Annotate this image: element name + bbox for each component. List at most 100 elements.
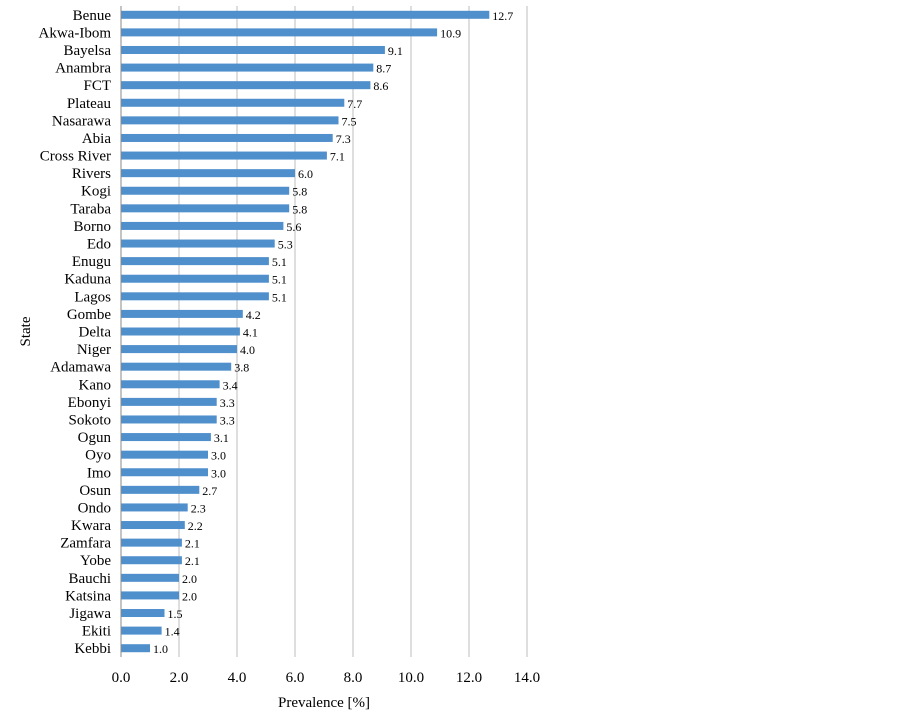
category-label: Adamawa — [50, 360, 111, 376]
y-axis-title: State — [18, 316, 34, 346]
category-label: Abia — [82, 131, 112, 147]
bar — [121, 609, 165, 618]
category-label: Kaduna — [64, 272, 111, 288]
bar — [121, 239, 275, 248]
value-label: 5.1 — [272, 273, 287, 287]
bar — [121, 503, 188, 512]
bar — [121, 221, 284, 230]
bar — [121, 169, 295, 178]
bar — [121, 345, 237, 354]
bar — [121, 186, 290, 195]
bar — [121, 292, 269, 301]
value-label: 5.1 — [272, 255, 287, 269]
value-label: 2.3 — [191, 501, 206, 515]
bar — [121, 98, 345, 107]
category-label: Yobe — [80, 553, 111, 569]
value-label: 3.3 — [220, 396, 235, 410]
value-label: 2.2 — [188, 519, 203, 533]
value-label: 7.5 — [342, 114, 357, 128]
bar — [121, 362, 232, 371]
value-label: 1.4 — [165, 625, 180, 639]
category-label: Kogi — [81, 184, 111, 200]
category-label: Anambra — [55, 61, 111, 77]
category-label: Jigawa — [69, 606, 111, 622]
bar — [121, 521, 185, 530]
gridlines — [178, 6, 528, 657]
category-label: Zamfara — [60, 536, 111, 552]
bar — [121, 468, 208, 477]
bar — [121, 450, 208, 459]
bar — [121, 116, 339, 125]
category-label: Delta — [79, 325, 112, 341]
bar — [121, 10, 490, 19]
value-label: 12.7 — [492, 9, 513, 23]
bar — [121, 63, 374, 72]
category-label: Bauchi — [69, 571, 112, 587]
bar — [121, 433, 211, 442]
x-tick-label: 4.0 — [228, 670, 247, 686]
category-label: Kano — [79, 377, 112, 393]
category-label: Ebonyi — [68, 395, 111, 411]
category-label: Bayelsa — [64, 43, 112, 59]
bar — [121, 573, 179, 582]
value-label: 5.8 — [292, 185, 307, 199]
value-label: 2.0 — [182, 589, 197, 603]
bar — [121, 485, 200, 494]
category-label: Rivers — [72, 166, 111, 182]
bar — [121, 538, 182, 547]
x-tick-label: 8.0 — [344, 670, 363, 686]
bar — [121, 133, 333, 142]
value-label: 5.6 — [286, 220, 301, 234]
category-label: Edo — [87, 237, 111, 253]
category-label: Benue — [73, 8, 112, 24]
category-label: Oyo — [85, 448, 111, 464]
value-label: 5.1 — [272, 290, 287, 304]
bar — [121, 204, 290, 213]
bar — [121, 591, 179, 600]
bar — [121, 28, 438, 37]
bar — [121, 626, 162, 635]
value-label: 3.0 — [211, 449, 226, 463]
value-label: 4.2 — [246, 308, 261, 322]
category-label: Kwara — [71, 518, 111, 534]
x-axis-title: Prevalence [%] — [278, 695, 370, 711]
value-labels: 12.7 10.9 9.1 8.7 8.6 7.7 7.5 7.3 7.1 6.0 5.8 5.8 5.… — [153, 9, 513, 656]
value-label: 3.4 — [223, 378, 238, 392]
x-tick-label: 0.0 — [112, 670, 131, 686]
bar — [121, 274, 269, 283]
x-tick-label: 2.0 — [170, 670, 189, 686]
value-label: 3.1 — [214, 431, 229, 445]
category-label: Kebbi — [74, 641, 111, 657]
x-tick-labels: 0.0 2.0 4.0 6.0 8.0 10.0 12.0 14.0 — [112, 670, 541, 686]
category-label: Sokoto — [68, 412, 111, 428]
category-label: Cross River — [40, 149, 111, 165]
value-label: 5.8 — [292, 202, 307, 216]
value-label: 2.1 — [185, 537, 200, 551]
category-label: Katsina — [65, 588, 111, 604]
value-label: 6.0 — [298, 167, 313, 181]
value-label: 7.1 — [330, 150, 345, 164]
value-label: 1.0 — [153, 642, 168, 656]
category-label: Plateau — [67, 96, 112, 112]
bar — [121, 81, 371, 90]
value-label: 9.1 — [388, 44, 403, 58]
value-label: 10.9 — [440, 26, 461, 40]
bar — [121, 644, 150, 653]
bar — [121, 415, 217, 424]
category-label: Gombe — [67, 307, 112, 323]
x-tick-label: 6.0 — [286, 670, 305, 686]
category-label: Ekiti — [82, 624, 111, 640]
category-label: Akwa-Ibom — [39, 25, 112, 41]
category-label: FCT — [83, 78, 111, 94]
category-label: Ogun — [78, 430, 112, 446]
x-tick-label: 14.0 — [514, 670, 540, 686]
value-label: 3.0 — [211, 466, 226, 480]
x-tick-label: 12.0 — [456, 670, 482, 686]
category-label: Imo — [87, 465, 111, 481]
value-label: 3.3 — [220, 413, 235, 427]
value-label: 3.8 — [234, 361, 249, 375]
bar — [121, 327, 240, 336]
value-label: 7.3 — [336, 132, 351, 146]
category-label: Enugu — [72, 254, 112, 270]
